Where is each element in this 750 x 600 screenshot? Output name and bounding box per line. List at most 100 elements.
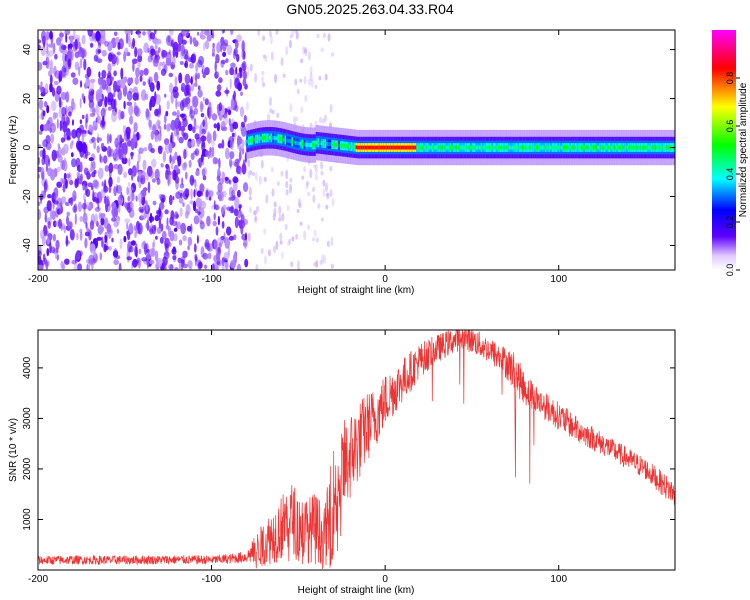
spectrogram-noise-cell — [143, 68, 149, 76]
spectrogram-noise-cell — [302, 46, 306, 55]
spectrogram-noise-cell — [143, 147, 148, 152]
spectrogram-noise-cell — [233, 47, 238, 57]
spectrogram-noise-cell — [44, 178, 48, 191]
spectrogram-cell — [657, 145, 660, 150]
spectrogram-noise-cell — [242, 182, 249, 193]
spectrogram-noise-cell — [221, 63, 224, 68]
spectrogram-noise-cell — [225, 58, 229, 63]
colorbar-tick-label: 0.8 — [725, 72, 735, 85]
spectrogram-cell — [392, 145, 395, 150]
spectrogram-noise-cell — [139, 215, 145, 221]
spectrogram-noise-cell — [325, 204, 329, 210]
spectrogram-noise-cell — [199, 198, 203, 207]
spectrogram-noise-cell — [96, 236, 102, 241]
spectrogram-noise-cell — [116, 51, 121, 56]
spectrogram-noise-cell — [225, 86, 229, 97]
spectrogram-noise-cell — [249, 170, 253, 176]
spectrogram-cell — [386, 145, 390, 150]
spectrogram-noise-cell — [79, 47, 83, 52]
spectrogram-noise-cell — [147, 55, 153, 63]
spectrogram-noise-cell — [294, 78, 298, 86]
snr-series — [38, 330, 675, 570]
spectrogram-noise-cell — [149, 99, 152, 112]
spectrogram-noise-cell — [274, 73, 278, 84]
spectrogram-cell — [609, 145, 612, 150]
spectrogram-cell — [491, 145, 494, 150]
spectrogram-noise-cell — [149, 82, 155, 93]
spectrogram-cell — [510, 145, 513, 150]
spectrogram-noise-cell — [116, 176, 121, 184]
spectrogram-cell — [301, 142, 304, 147]
colorbar-label: Normalized spectral amplitude — [738, 82, 749, 217]
spectrogram-noise-cell — [223, 232, 226, 244]
spectrogram-noise-cell — [260, 159, 264, 169]
spectrogram-noise-cell — [106, 223, 112, 235]
spectrogram-noise-cell — [89, 243, 96, 254]
spectrogram-noise-cell — [185, 171, 188, 180]
spectrogram-noise-cell — [312, 237, 315, 242]
spectrogram-cell — [577, 145, 580, 150]
spectrogram-cell — [638, 145, 641, 150]
spectrogram-noise-cell — [158, 104, 161, 115]
spectrogram-cell — [602, 145, 605, 150]
spectrogram-cell — [281, 137, 284, 142]
spectrogram-noise-cell — [241, 138, 245, 149]
spectrogram-noise-cell — [149, 259, 155, 265]
spectrogram-noise-cell — [308, 78, 311, 87]
spectrogram-noise-cell — [269, 35, 273, 45]
spectrogram-noise-cell — [173, 227, 178, 232]
spectrogram-noise-cell — [221, 206, 224, 215]
spectrogram-cell — [504, 145, 508, 150]
spectrogram-cell — [445, 145, 449, 150]
spectrogram-noise-cell — [42, 60, 48, 66]
spectrogram-cell — [541, 145, 544, 150]
spectrogram-noise-cell — [195, 72, 198, 84]
spectrogram-noise-cell — [310, 78, 314, 88]
spectrogram-noise-cell — [118, 146, 122, 158]
y-tick-label: 40 — [22, 44, 33, 56]
spectrogram-noise-cell — [79, 58, 83, 69]
spectrogram-noise-cell — [129, 192, 136, 202]
spectrogram-noise-cell — [199, 220, 204, 225]
spectrogram-noise-cell — [289, 183, 292, 194]
spectrogram-cell — [565, 145, 568, 150]
spectrogram-noise-cell — [189, 35, 193, 45]
spectrogram-noise-cell — [79, 97, 82, 109]
spectrogram-noise-cell — [149, 32, 156, 40]
spectrogram-noise-cell — [85, 113, 89, 124]
spectrogram-noise-cell — [190, 115, 195, 121]
spectrogram-noise-cell — [172, 86, 179, 93]
spectrogram-cell — [423, 145, 426, 150]
spectrogram-cell — [652, 145, 655, 150]
spectrogram-noise-cell — [244, 258, 249, 268]
spectrogram-noise-cell — [321, 118, 325, 124]
spectrogram-noise-cell — [39, 113, 44, 120]
spectrogram-noise-cell — [177, 221, 182, 230]
spectrogram-cell — [348, 144, 351, 149]
spectrogram-noise-cell — [273, 245, 276, 254]
spectrogram-cell — [381, 145, 384, 150]
spectrogram-cell — [484, 145, 487, 150]
spectrogram-noise-cell — [228, 235, 234, 241]
spectrogram-x-axis: -200 -100 0 100 — [28, 30, 567, 285]
spectrogram-noise-cell — [153, 71, 159, 83]
spectrogram-noise-cell — [132, 92, 138, 101]
spectrogram-noise-cell — [286, 204, 290, 212]
spectrogram-noise-cell — [124, 218, 131, 224]
spectrogram-noise-cell — [204, 40, 210, 50]
spectrogram-noise-cell — [298, 202, 302, 209]
spectrogram-noise-cell — [248, 206, 252, 213]
spectrogram-noise-cell — [54, 192, 58, 201]
spectrogram-cell — [383, 145, 386, 150]
spectrogram-noise-cell — [113, 186, 117, 195]
spectrogram-noise-cell — [204, 239, 210, 250]
spectrogram-noise-cell — [65, 91, 70, 103]
spectrogram-noise-cell — [60, 160, 66, 171]
spectrogram-noise-cell — [303, 166, 307, 173]
spectrogram-noise-cell — [291, 30, 295, 37]
spectrogram-noise-cell — [38, 130, 43, 135]
spectrogram-noise-cell — [46, 248, 50, 257]
spectrogram-noise-cell — [69, 196, 74, 206]
spectrogram-noise-cell — [157, 47, 161, 53]
spectrogram-noise-cell — [218, 242, 222, 249]
